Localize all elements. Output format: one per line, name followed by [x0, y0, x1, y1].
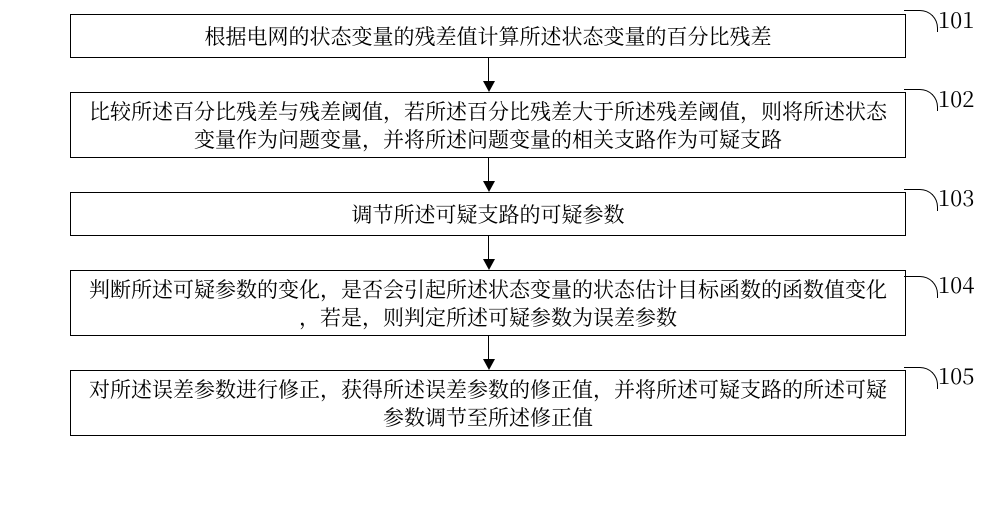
- flowchart-canvas: 根据电网的状态变量的残差值计算所述状态变量的百分比残差 101 比较所述百分比残差与…: [0, 0, 1000, 530]
- flow-arrow: [488, 158, 489, 182]
- arrow-head-icon: [483, 259, 495, 270]
- flow-step-label-101: 101: [938, 4, 974, 35]
- leader-line: [904, 367, 938, 389]
- flow-step-label-104: 104: [938, 269, 974, 300]
- flow-step-103: 调节所述可疑支路的可疑参数: [70, 192, 906, 236]
- flow-arrow: [488, 336, 489, 360]
- flow-step-text: 判断所述可疑参数的变化，是否会引起所述状态变量的状态估计目标函数的函数值变化 ，…: [89, 275, 887, 332]
- flow-step-105: 对所述误差参数进行修正，获得所述误差参数的修正值，并将所述可疑支路的所述可疑 参…: [70, 370, 906, 436]
- flow-step-102: 比较所述百分比残差与残差阈值，若所述百分比残差大于所述残差阈值，则将所述状态 变…: [70, 92, 906, 158]
- leader-line: [904, 10, 938, 32]
- leader-line: [904, 89, 938, 111]
- arrow-head-icon: [483, 181, 495, 192]
- arrow-head-icon: [483, 81, 495, 92]
- flow-step-label-103: 103: [938, 182, 974, 213]
- flow-step-text: 比较所述百分比残差与残差阈值，若所述百分比残差大于所述残差阈值，则将所述状态 变…: [89, 97, 887, 154]
- flow-step-text: 根据电网的状态变量的残差值计算所述状态变量的百分比残差: [205, 22, 772, 50]
- leader-line: [904, 189, 938, 211]
- leader-line: [904, 276, 938, 298]
- flow-arrow: [488, 58, 489, 82]
- arrow-head-icon: [483, 359, 495, 370]
- flow-step-label-102: 102: [938, 83, 974, 114]
- flow-step-text: 调节所述可疑支路的可疑参数: [352, 200, 625, 228]
- flow-arrow: [488, 236, 489, 260]
- flow-step-101: 根据电网的状态变量的残差值计算所述状态变量的百分比残差: [70, 14, 906, 58]
- flow-step-label-105: 105: [938, 360, 974, 391]
- flow-step-104: 判断所述可疑参数的变化，是否会引起所述状态变量的状态估计目标函数的函数值变化 ，…: [70, 270, 906, 336]
- flow-step-text: 对所述误差参数进行修正，获得所述误差参数的修正值，并将所述可疑支路的所述可疑 参…: [89, 375, 887, 432]
